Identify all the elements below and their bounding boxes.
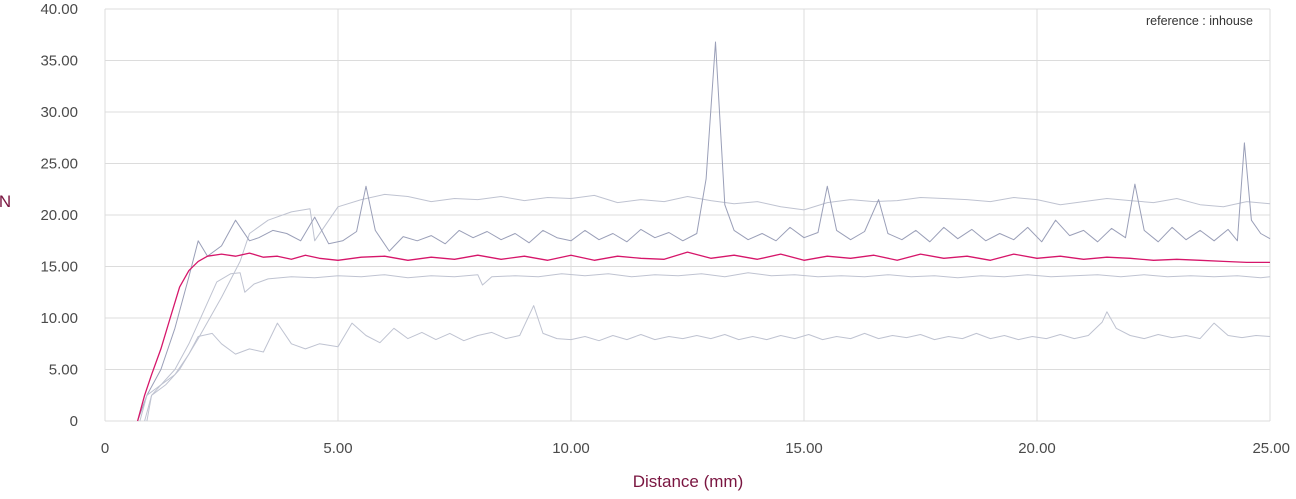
x-tick-label: 25.00 <box>1252 440 1290 457</box>
reference-annotation: reference : inhouse <box>1146 14 1253 28</box>
x-tick-label: 5.00 <box>323 440 352 457</box>
tick-labels: 0 5.00 10.00 15.00 20.00 25.00 30.00 35.00 40.00… <box>40 1 1290 457</box>
series-line-5 <box>146 305 1271 422</box>
y-tick-label: 40.00 <box>40 1 78 18</box>
y-tick-label: 0 <box>70 413 78 430</box>
y-tick-label: 20.00 <box>40 207 78 224</box>
y-tick-label: 5.00 <box>49 362 78 379</box>
x-axis-title: Distance (mm) <box>633 472 744 491</box>
series-line-2 <box>137 41 1271 422</box>
y-tick-label: 15.00 <box>40 259 78 276</box>
grid-lines <box>104 8 1271 422</box>
x-tick-label: 20.00 <box>1018 440 1056 457</box>
x-tick-label: 15.00 <box>785 440 823 457</box>
y-tick-label: 25.00 <box>40 156 78 173</box>
y-tick-label: 10.00 <box>40 310 78 327</box>
series-line-4 <box>139 272 1271 422</box>
y-tick-label: 30.00 <box>40 104 78 121</box>
x-tick-label: 0 <box>101 440 109 457</box>
series-line-1 <box>144 193 1271 422</box>
x-tick-label: 10.00 <box>552 440 590 457</box>
series-lines <box>136 41 1271 422</box>
series-line-3 <box>136 251 1270 422</box>
y-axis-title: N <box>0 192 11 211</box>
y-tick-label: 35.00 <box>40 53 78 70</box>
